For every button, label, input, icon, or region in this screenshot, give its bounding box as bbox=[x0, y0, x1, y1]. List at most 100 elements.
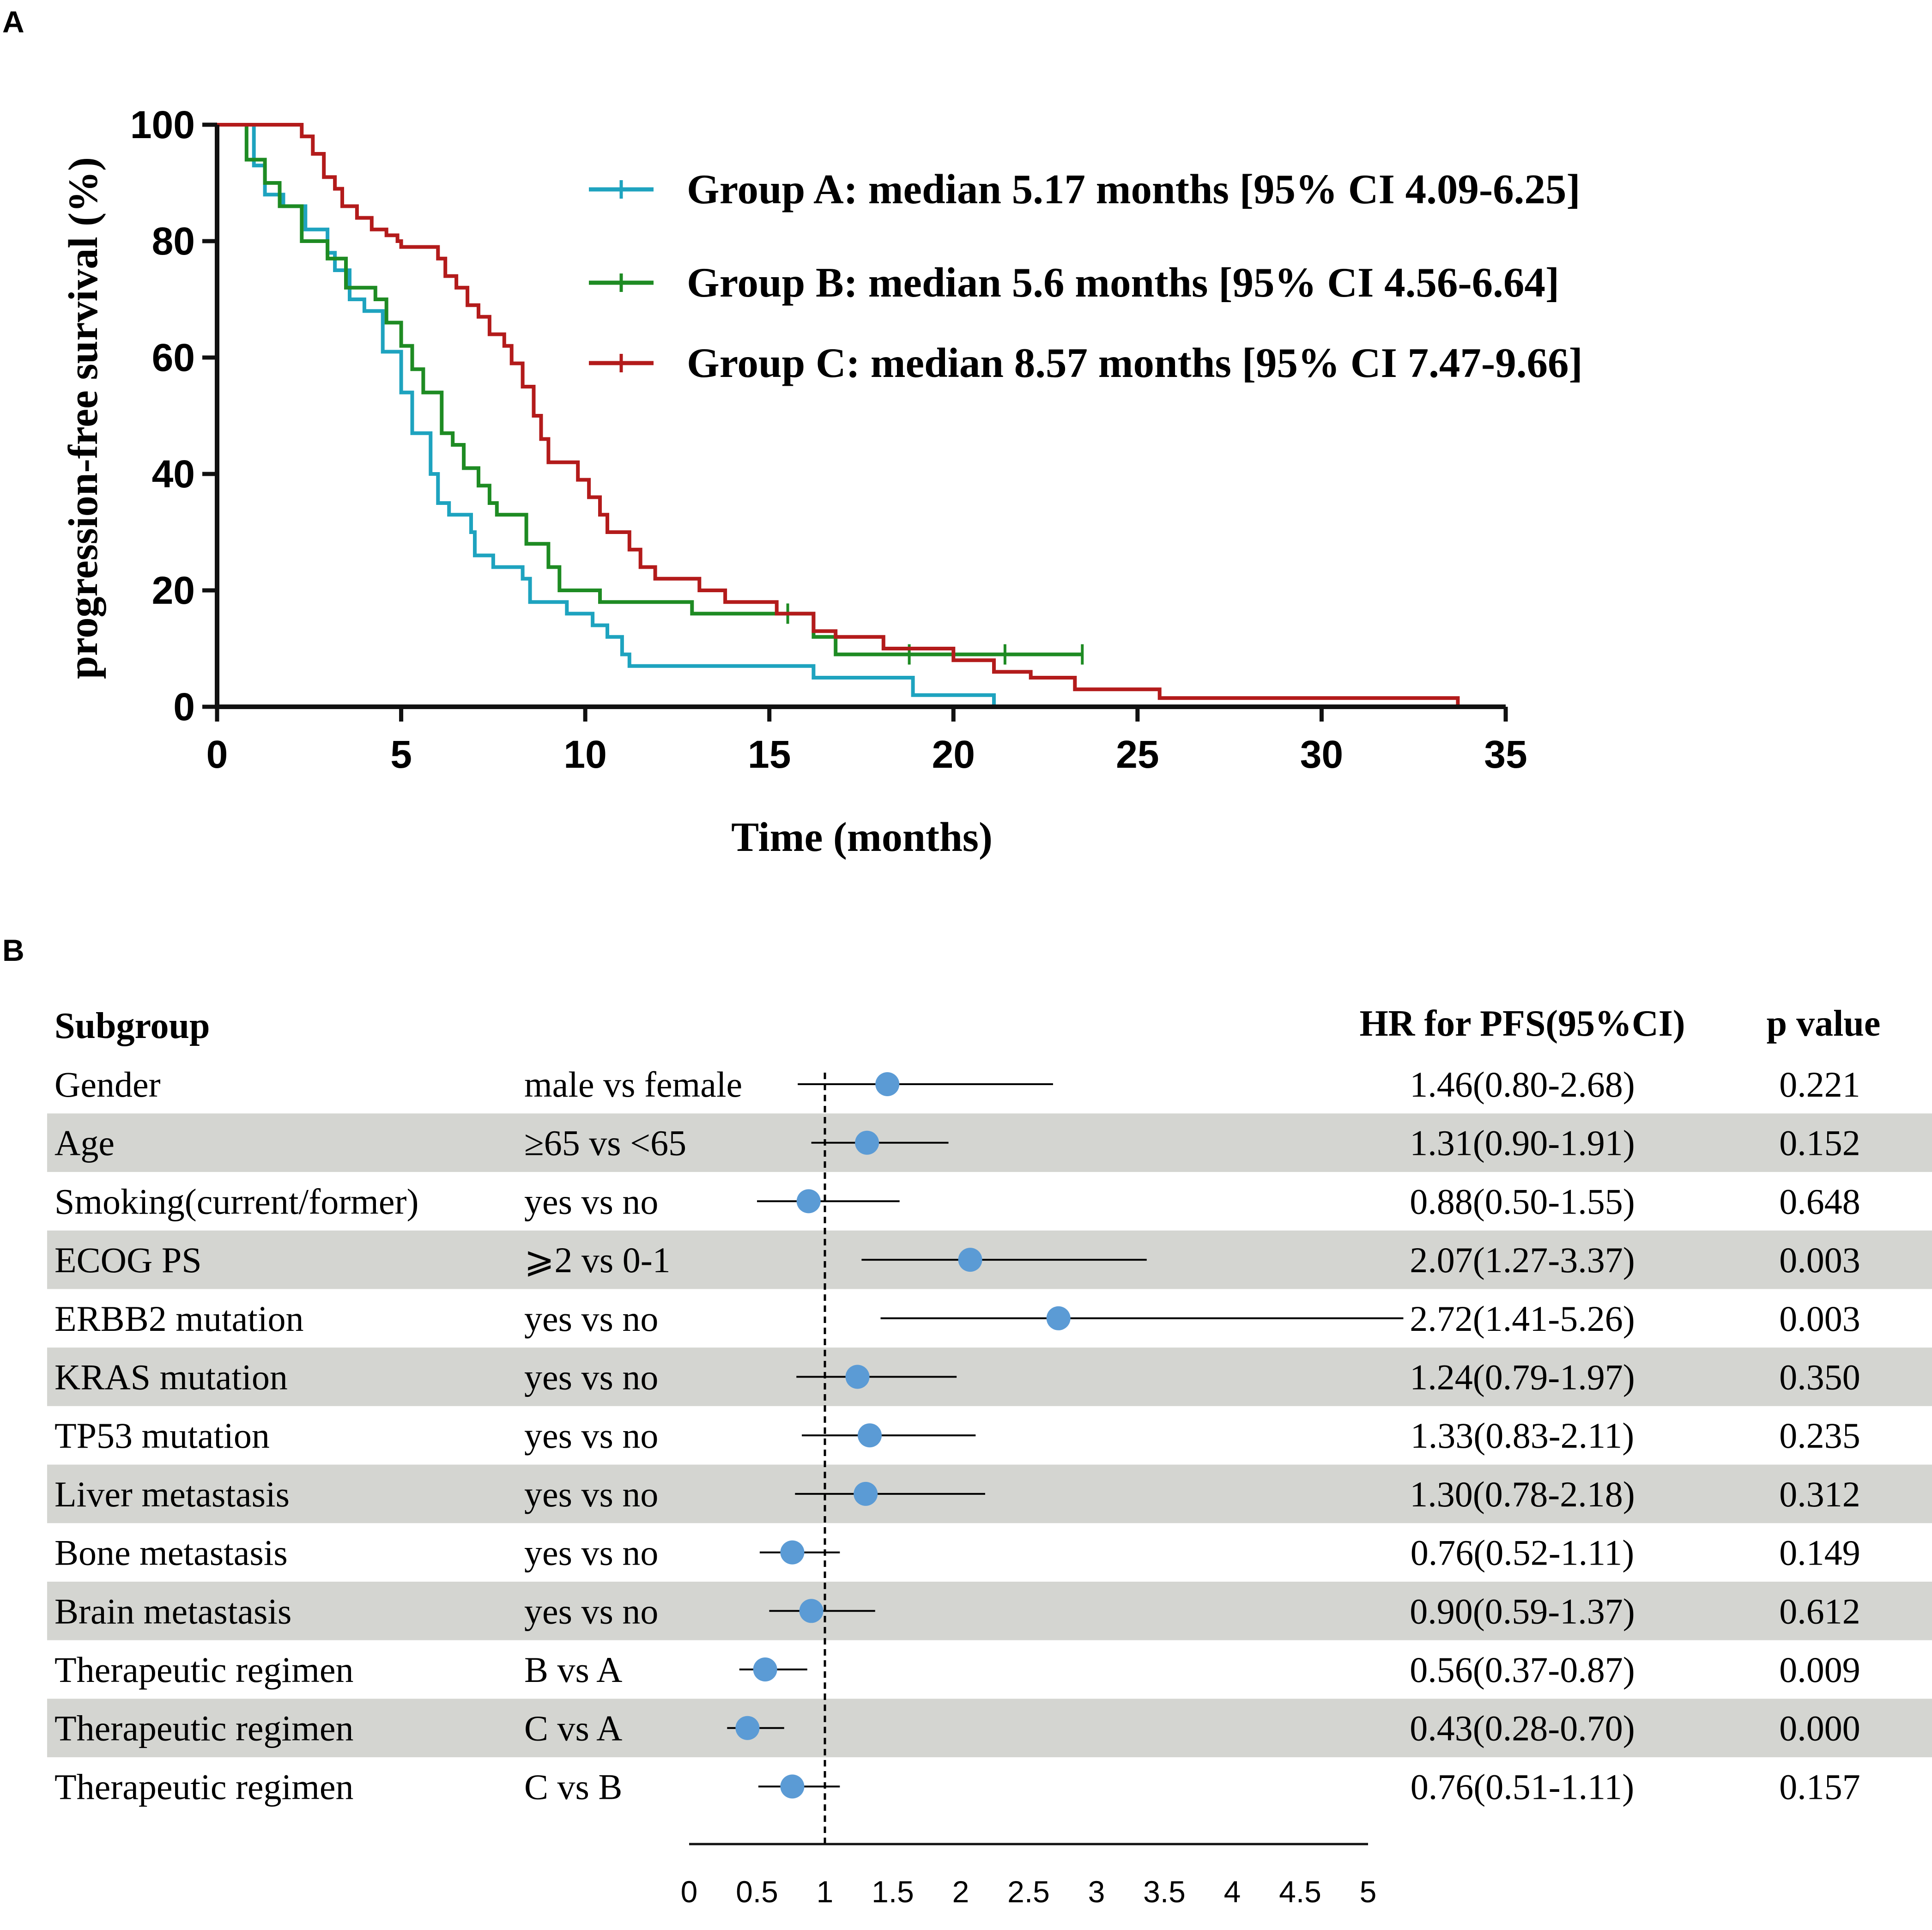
forest-x-tick-label-1: 1 bbox=[817, 1875, 834, 1909]
forest-x-tick-label-2.5: 2.5 bbox=[1007, 1875, 1050, 1909]
forest-row-hr-9: 0.90(0.59-1.37) bbox=[1410, 1591, 1635, 1631]
forest-row-subgroup-4: ERBB2 mutation bbox=[55, 1299, 304, 1339]
km-y-tick-label-60: 60 bbox=[152, 336, 195, 379]
forest-row-comparison-0: male vs female bbox=[524, 1064, 742, 1105]
forest-marks bbox=[727, 1072, 1404, 1799]
forest-x-tick-label-3.5: 3.5 bbox=[1143, 1875, 1186, 1909]
forest-row-hr-1: 1.31(0.90-1.91) bbox=[1410, 1123, 1635, 1163]
forest-row-hr-7: 1.30(0.78-2.18) bbox=[1410, 1474, 1635, 1514]
forest-hr-marker-11 bbox=[735, 1716, 760, 1740]
forest-x-tick-label-1.5: 1.5 bbox=[872, 1875, 914, 1909]
km-x-tick-label-20: 20 bbox=[932, 733, 975, 776]
km-x-tick-label-0: 0 bbox=[206, 733, 228, 776]
forest-row-comparison-9: yes vs no bbox=[524, 1591, 658, 1631]
panel-a-label: A bbox=[2, 5, 24, 39]
forest-hr-marker-0 bbox=[875, 1072, 900, 1096]
forest-hr-marker-7 bbox=[854, 1481, 878, 1506]
panel-b: B Subgroup HR for PFS(95%CI) p value Gen… bbox=[2, 933, 1932, 1909]
km-x-tick-label-35: 35 bbox=[1484, 733, 1527, 776]
forest-row-hr-4: 2.72(1.41-5.26) bbox=[1410, 1299, 1635, 1339]
forest-x-tick-label-4: 4 bbox=[1224, 1875, 1241, 1909]
legend-text-group-c: Group C: median 8.57 months [95% CI 7.47… bbox=[687, 340, 1583, 386]
km-x-label: Time (months) bbox=[731, 814, 993, 860]
forest-row-shade-7 bbox=[47, 1464, 1932, 1523]
forest-row-comparison-3: ⩾2 vs 0-1 bbox=[524, 1240, 671, 1280]
km-x-tick-label-25: 25 bbox=[1116, 733, 1159, 776]
forest-row-p-10: 0.009 bbox=[1779, 1650, 1860, 1690]
forest-row-p-9: 0.612 bbox=[1779, 1591, 1860, 1631]
forest-row-subgroup-3: ECOG PS bbox=[55, 1240, 202, 1280]
km-ticks: 0 20 40 60 80 100 0 5 10 15 20 25 30 35 bbox=[130, 103, 1527, 776]
forest-row-p-2: 0.648 bbox=[1779, 1181, 1860, 1221]
forest-hr-marker-12 bbox=[780, 1774, 805, 1799]
km-y-tick-label-40: 40 bbox=[152, 452, 195, 496]
forest-row-subgroup-10: Therapeutic regimen bbox=[55, 1650, 354, 1690]
forest-row-hr-12: 0.76(0.51-1.11) bbox=[1411, 1766, 1635, 1807]
forest-hr-marker-3 bbox=[958, 1248, 982, 1272]
legend-entry-group-a: Group A: median 5.17 months [95% CI 4.09… bbox=[589, 166, 1581, 212]
forest-row-shade-11 bbox=[47, 1699, 1932, 1758]
forest-x-tick-label-5: 5 bbox=[1360, 1875, 1377, 1909]
forest-row-p-0: 0.221 bbox=[1779, 1064, 1860, 1105]
km-y-tick-label-0: 0 bbox=[173, 685, 195, 728]
forest-row-p-7: 0.312 bbox=[1779, 1474, 1860, 1514]
forest-row-shade-9 bbox=[47, 1581, 1932, 1640]
forest-x-tick-label-3: 3 bbox=[1088, 1875, 1105, 1909]
forest-hr-marker-4 bbox=[1046, 1306, 1071, 1330]
km-curves bbox=[217, 123, 1460, 707]
km-x-tick-label-15: 15 bbox=[748, 733, 791, 776]
km-curve-group-c bbox=[217, 123, 1460, 707]
km-y-label: progression-free survival (%) bbox=[61, 157, 106, 679]
forest-row-subgroup-6: TP53 mutation bbox=[55, 1415, 270, 1456]
forest-row-subgroup-0: Gender bbox=[55, 1064, 161, 1105]
forest-row-hr-11: 0.43(0.28-0.70) bbox=[1410, 1708, 1635, 1748]
forest-row-subgroup-5: KRAS mutation bbox=[55, 1357, 288, 1397]
forest-hr-marker-1 bbox=[855, 1130, 879, 1155]
forest-row-comparison-5: yes vs no bbox=[524, 1357, 658, 1397]
forest-header-subgroup: Subgroup bbox=[55, 1006, 210, 1046]
forest-row-subgroup-9: Brain metastasis bbox=[55, 1591, 291, 1631]
forest-hr-marker-9 bbox=[799, 1599, 824, 1623]
panel-a: A 0 20 40 60 80 100 0 5 10 15 20 25 30 35 progression… bbox=[2, 5, 1583, 860]
forest-row-comparison-7: yes vs no bbox=[524, 1474, 658, 1514]
panel-b-label: B bbox=[2, 933, 24, 967]
km-curve-group-a bbox=[217, 123, 996, 707]
forest-row-subgroup-2: Smoking(current/former) bbox=[55, 1181, 418, 1221]
forest-row-hr-3: 2.07(1.27-3.37) bbox=[1410, 1240, 1635, 1280]
km-y-tick-label-80: 80 bbox=[152, 219, 195, 263]
forest-row-shade-1 bbox=[47, 1113, 1932, 1172]
forest-row-p-3: 0.003 bbox=[1779, 1240, 1860, 1280]
forest-hr-marker-6 bbox=[858, 1423, 882, 1448]
km-legend: Group A: median 5.17 months [95% CI 4.09… bbox=[589, 166, 1583, 386]
forest-row-hr-2: 0.88(0.50-1.55) bbox=[1410, 1181, 1635, 1221]
forest-row-p-5: 0.350 bbox=[1779, 1357, 1860, 1397]
forest-row-subgroup-12: Therapeutic regimen bbox=[55, 1766, 354, 1807]
km-x-tick-label-5: 5 bbox=[390, 733, 412, 776]
forest-row-hr-8: 0.76(0.52-1.11) bbox=[1411, 1533, 1635, 1573]
forest-x-tick-label-0.5: 0.5 bbox=[736, 1875, 778, 1909]
forest-row-comparison-8: yes vs no bbox=[524, 1533, 658, 1573]
forest-ticks: 0 0.5 1 1.5 2 2.5 3 3.5 4 4.5 5 bbox=[681, 1875, 1377, 1909]
forest-row-p-4: 0.003 bbox=[1779, 1299, 1860, 1339]
forest-row-subgroup-1: Age bbox=[55, 1123, 115, 1163]
forest-row-p-8: 0.149 bbox=[1779, 1533, 1860, 1573]
legend-entry-group-c: Group C: median 8.57 months [95% CI 7.47… bbox=[589, 340, 1583, 386]
forest-row-hr-5: 1.24(0.79-1.97) bbox=[1410, 1357, 1635, 1397]
forest-row-subgroup-8: Bone metastasis bbox=[55, 1533, 288, 1573]
forest-header-hr: HR for PFS(95%CI) bbox=[1359, 1003, 1685, 1044]
forest-x-tick-label-0: 0 bbox=[681, 1875, 698, 1909]
km-curve-group-b bbox=[217, 123, 1083, 656]
forest-row-comparison-1: ≥65 vs <65 bbox=[524, 1123, 686, 1163]
legend-text-group-a: Group A: median 5.17 months [95% CI 4.09… bbox=[687, 166, 1581, 212]
forest-row-comparison-11: C vs A bbox=[524, 1708, 622, 1748]
forest-row-p-6: 0.235 bbox=[1779, 1415, 1860, 1456]
forest-hr-marker-5 bbox=[845, 1365, 870, 1389]
km-x-tick-label-10: 10 bbox=[563, 733, 606, 776]
forest-row-comparison-4: yes vs no bbox=[524, 1299, 658, 1339]
forest-row-subgroup-7: Liver metastasis bbox=[55, 1474, 290, 1514]
forest-row-comparison-10: B vs A bbox=[524, 1650, 622, 1690]
forest-row-hr-6: 1.33(0.83-2.11) bbox=[1411, 1415, 1635, 1456]
forest-row-p-1: 0.152 bbox=[1779, 1123, 1860, 1163]
forest-row-comparison-2: yes vs no bbox=[524, 1181, 658, 1221]
forest-row-comparison-6: yes vs no bbox=[524, 1415, 658, 1456]
